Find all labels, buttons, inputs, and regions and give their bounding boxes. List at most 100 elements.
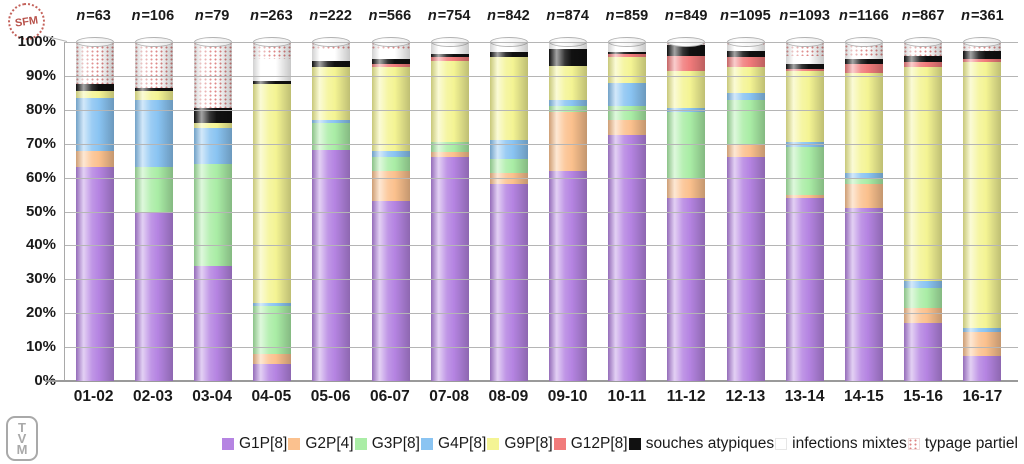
y-tick-label: 20%	[25, 304, 56, 322]
legend-swatch	[288, 438, 301, 450]
x-axis-label: 01-02	[73, 388, 114, 405]
bar-segment	[726, 50, 765, 58]
x-axis-label: 16-17	[962, 388, 1003, 405]
bar-segment	[312, 123, 351, 151]
legend-label: G2P[4]	[305, 435, 354, 452]
bar-segment	[549, 170, 588, 381]
bar-segment	[608, 119, 647, 136]
legend-swatch	[553, 438, 566, 450]
x-axis-label: 12-13	[725, 388, 766, 405]
x-axis-label: 03-04	[192, 388, 232, 405]
bar-segment	[312, 60, 351, 68]
bar-segment	[193, 128, 232, 165]
n-count-label: n=874	[546, 8, 589, 24]
n-count-label: n=566	[368, 8, 412, 24]
bar-segment	[134, 211, 173, 381]
bar-segment	[193, 164, 232, 266]
bar-segment	[904, 287, 943, 309]
bar-segment	[904, 308, 943, 324]
legend-swatch	[421, 438, 434, 450]
bar-segment	[608, 82, 647, 107]
n-count-label: n=754	[427, 8, 471, 24]
x-axis-baseline	[45, 380, 1018, 382]
gridline	[65, 211, 1018, 213]
gridline	[65, 279, 1018, 281]
bar-segment	[193, 265, 232, 381]
bar-segment	[963, 355, 1002, 381]
bar-segment	[489, 158, 528, 173]
legend-swatch	[487, 438, 500, 450]
legend-label: G12P[8]	[570, 435, 628, 452]
n-count-label: n=849	[664, 8, 708, 24]
gridline	[65, 143, 1018, 145]
bar-segment	[608, 135, 647, 381]
legend-swatch	[354, 438, 367, 450]
legend-item: G3P[8]	[354, 435, 420, 453]
x-axis-labels-row: 01-02 02-03 03-04 04-05 05-06 06-07 07-08 08-09…	[64, 388, 1012, 406]
y-tick-label: 70%	[25, 134, 56, 152]
bar-segment	[785, 70, 824, 143]
x-axis-label: 08-09	[488, 388, 529, 405]
y-tick-label: 80%	[25, 100, 56, 118]
y-tick-label: 60%	[25, 168, 56, 186]
legend-swatch	[222, 438, 234, 450]
legend-label: G9P[8]	[504, 435, 553, 452]
gridline	[65, 313, 1018, 315]
bar-segment	[489, 57, 528, 141]
n-count-label: n=63	[76, 8, 111, 24]
bar-segment	[75, 97, 114, 151]
legend-swatch	[628, 438, 641, 450]
bar-segment	[667, 197, 706, 381]
bar-segment	[371, 170, 410, 202]
legend-item: infections mixtes	[775, 435, 907, 453]
x-axis-label: 10-11	[607, 388, 647, 405]
bar-segment	[904, 67, 943, 282]
bar-segment	[549, 111, 588, 171]
bar-segment	[785, 197, 824, 381]
bar-segment	[430, 60, 469, 143]
legend-label: G4P[8]	[438, 435, 487, 452]
legend-item: G2P[4]	[288, 435, 354, 453]
x-axis-label: 09-10	[547, 388, 588, 405]
legend-item: G9P[8]	[487, 435, 553, 453]
bar-segment	[845, 208, 884, 381]
x-axis-label: 05-06	[310, 388, 351, 405]
legend-item: typage partiel	[907, 435, 1018, 453]
legend: G1P[8] G2P[4] G3P[8] G4P[8] G9P[8] G12P[8] sou…	[222, 432, 1018, 456]
bar-segment	[785, 147, 824, 195]
x-axis-label: 06-07	[370, 388, 410, 405]
n-count-label: n=222	[309, 8, 352, 24]
bar-segment	[963, 50, 1002, 59]
legend-swatch	[775, 438, 788, 450]
bar-segment	[845, 177, 884, 185]
tvm-letter-t: T	[18, 420, 26, 435]
bar-segment	[608, 106, 647, 120]
x-axis-label: 15-16	[903, 388, 943, 405]
legend-label: typage partiel	[924, 435, 1018, 452]
x-axis-label: 07-08	[429, 388, 469, 405]
sfm-logo-text: SFM	[14, 13, 39, 30]
n-count-label: n=106	[131, 8, 175, 24]
n-count-label: n=1095	[720, 8, 771, 24]
bar-segment	[726, 67, 765, 93]
bar-segment	[726, 143, 765, 158]
legend-item: G4P[8]	[421, 435, 486, 453]
n-count-label: n=859	[605, 8, 649, 24]
bar-segment	[726, 99, 765, 144]
n-count-label: n=263	[250, 8, 293, 24]
legend-item: G12P[8]	[553, 435, 628, 453]
bar-segment	[371, 157, 410, 171]
legend-item: G1P[8]	[222, 435, 287, 453]
y-tick-label: 90%	[25, 66, 56, 84]
tvm-letter-v: V	[17, 431, 27, 446]
bar-segment	[371, 150, 410, 158]
gridline	[65, 177, 1018, 179]
tvm-logo: T V M	[6, 416, 38, 461]
n-count-label: n=361	[961, 8, 1004, 24]
n-count-label: n=1166	[838, 8, 889, 24]
bar-segment	[134, 42, 173, 88]
bar-segment	[549, 65, 588, 100]
bar-segment	[785, 55, 824, 65]
bar-segment	[75, 84, 114, 92]
